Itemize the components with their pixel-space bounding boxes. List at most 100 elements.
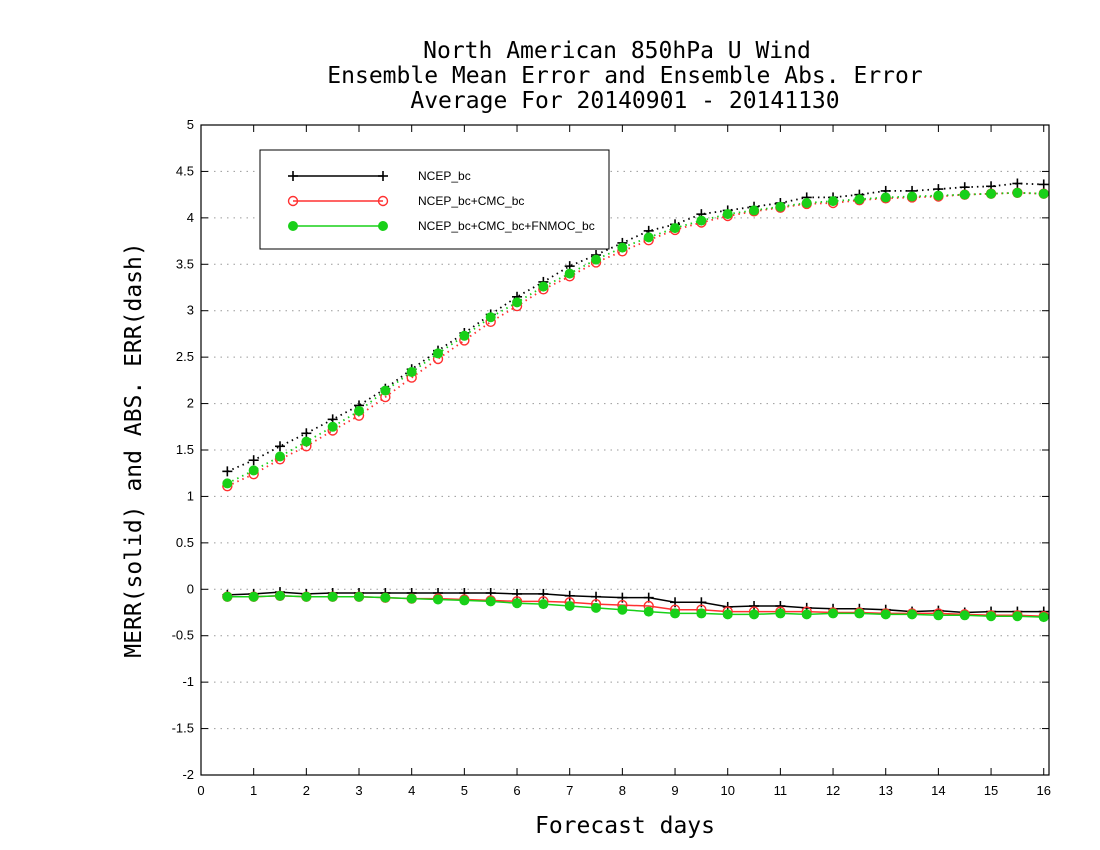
series-3-merr-point — [986, 611, 997, 622]
series-3-abs-err-point — [327, 421, 338, 432]
legend-marker — [378, 221, 388, 231]
series-3-abs-err-point — [775, 201, 786, 212]
series-3-merr-point — [512, 598, 523, 609]
legend-marker — [288, 221, 298, 231]
series-3-merr-point — [696, 608, 707, 619]
chart-title-line-3: Average For 20140901 - 20141130 — [410, 88, 839, 114]
series-3-merr-point — [275, 590, 286, 601]
y-tick-label: 3.5 — [176, 256, 194, 271]
series-3-merr-point — [828, 608, 839, 619]
series-3-merr-point — [485, 596, 496, 607]
series-3-merr-point — [459, 595, 470, 606]
y-tick-label: 2.5 — [176, 349, 194, 364]
x-tick-label: 8 — [619, 783, 626, 798]
x-tick-label: 9 — [671, 783, 678, 798]
y-tick-label: 3 — [187, 303, 194, 318]
legend-marker — [377, 195, 389, 207]
legend-entry-2: NCEP_bc+CMC_bc — [287, 194, 524, 208]
x-tick-label: 16 — [1036, 783, 1050, 798]
x-axis-label: Forecast days — [535, 813, 715, 839]
series-3-abs-err-point — [512, 297, 523, 308]
y-tick-label: 4.5 — [176, 163, 194, 178]
series-3-abs-err-point — [854, 194, 865, 205]
series-3-abs-err-point — [617, 242, 628, 253]
series-3-abs-err-point — [275, 451, 286, 462]
legend-label: NCEP_bc+CMC_bc — [418, 194, 524, 208]
series-3-merr-point — [406, 593, 417, 604]
series-1-merr-point — [564, 590, 575, 601]
series-3-merr-point — [591, 602, 602, 613]
gridlines — [201, 170, 1049, 730]
legend-label: NCEP_bc+CMC_bc+FNMOC_bc — [418, 219, 595, 233]
series-3-abs-err-point — [354, 406, 365, 416]
x-tick-label: 15 — [984, 783, 998, 798]
plot-series — [222, 178, 1049, 623]
series-3-abs-err-point — [406, 367, 417, 377]
series-3-abs-err-point — [907, 191, 918, 202]
series-3-abs-err-point — [933, 190, 944, 201]
series-3-merr-point — [301, 591, 312, 602]
series-3-abs-err-point — [485, 312, 496, 323]
series-3-merr-point — [775, 608, 786, 619]
series-3-merr-point — [354, 591, 365, 602]
series-3-abs-err-point — [801, 198, 812, 208]
y-axis: 5 4.5 4 3.5 3 2.5 2 1.5 1 0.5 0 -0.5 -1 -1.5 -2 — [172, 117, 1049, 782]
series-3-abs-err-point — [749, 205, 760, 216]
y-tick-label: -2 — [182, 767, 194, 782]
y-tick-label: -1.5 — [172, 721, 194, 736]
x-tick-label: 13 — [878, 783, 892, 798]
x-tick-label: 11 — [774, 783, 788, 798]
x-tick-label: 5 — [461, 783, 468, 798]
series-3-merr-point — [854, 608, 865, 619]
series-3-merr-point — [380, 592, 391, 603]
chart-title-line-1: North American 850hPa U Wind — [423, 38, 811, 64]
series-3-merr-point — [722, 609, 733, 620]
series-3-merr-point — [1012, 611, 1023, 622]
y-axis-label: MERR(solid) and ABS. ERR(dash) — [121, 242, 147, 657]
series-3-abs-err-point — [643, 232, 654, 243]
y-tick-label: 4 — [187, 210, 194, 225]
series-3-merr-point — [670, 608, 681, 619]
series-1-merr-line — [227, 591, 1044, 614]
series-3-abs-err-point — [880, 192, 891, 203]
x-tick-label: 7 — [566, 783, 573, 798]
y-tick-label: 1 — [187, 488, 194, 503]
series-3-abs-err-point — [670, 223, 681, 234]
series-3-abs-err-point — [1012, 187, 1023, 198]
series-3-abs-err-point — [591, 254, 602, 265]
x-tick-label: 3 — [355, 783, 362, 798]
series-3-merr-point — [801, 609, 812, 620]
series-3-abs-err-point — [459, 330, 470, 341]
series-3-merr-point — [617, 604, 628, 615]
x-tick-label: 12 — [826, 783, 840, 798]
x-tick-label: 10 — [720, 783, 734, 798]
series-3-merr-point — [222, 591, 233, 602]
y-tick-label: -0.5 — [172, 628, 194, 643]
x-tick-label: 14 — [931, 783, 945, 798]
series-3-abs-err-point — [959, 189, 970, 200]
legend-entry-1: NCEP_bc — [288, 169, 471, 183]
series-3-merr-point — [933, 610, 944, 621]
y-tick-label: 0.5 — [176, 535, 194, 550]
x-tick-label: 4 — [408, 783, 415, 798]
series-3-merr-point — [907, 609, 918, 620]
series-3-merr-point — [564, 601, 575, 611]
series-3-abs-err-point — [222, 478, 233, 489]
y-tick-label: 1.5 — [176, 442, 194, 457]
series-3-abs-err-point — [433, 348, 444, 359]
series-3-abs-err-point — [248, 465, 259, 476]
y-tick-label: -1 — [182, 674, 194, 689]
series-1-abs-err-point — [1012, 178, 1023, 189]
series-1-merr-point — [749, 601, 760, 611]
y-tick-label: 0 — [187, 581, 194, 596]
series-3-abs-err-point — [564, 268, 575, 279]
series-1-abs-err-point — [1038, 179, 1049, 190]
legend-marker — [287, 195, 299, 207]
legend: NCEP_bc NCEP_bc+CMC_bc NCEP_bc+CMC_bc+FNMO… — [259, 149, 610, 250]
series-3-abs-err-point — [301, 436, 312, 447]
chart-title-line-2: Ensemble Mean Error and Ensemble Abs. Er… — [327, 63, 922, 89]
x-tick-label: 0 — [197, 783, 204, 798]
series-3-abs-err-point — [380, 385, 391, 396]
series-3 — [222, 187, 1049, 623]
y-tick-label: 2 — [187, 396, 194, 411]
